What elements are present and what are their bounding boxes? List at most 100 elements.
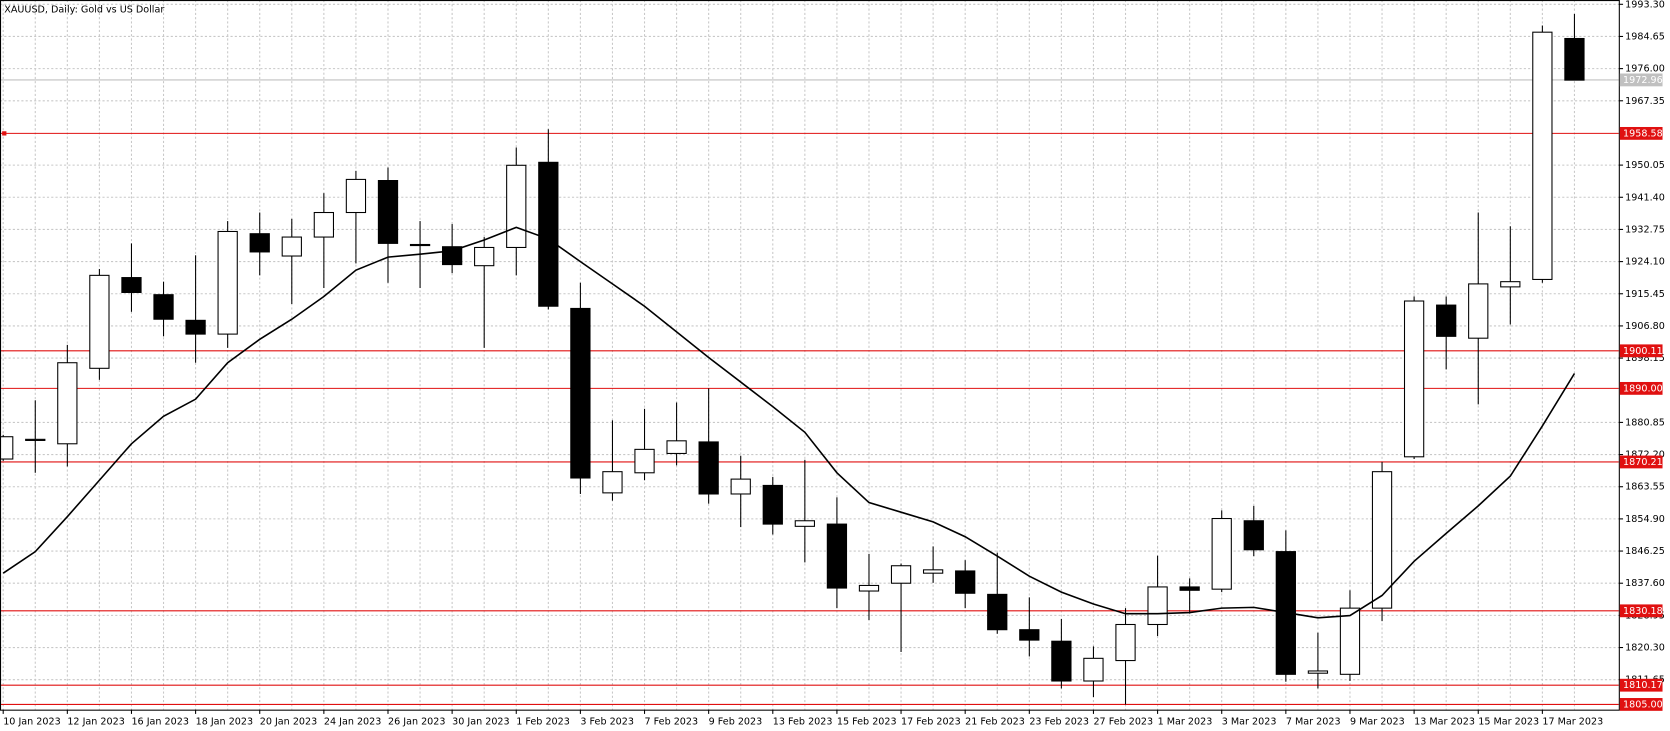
candle-body	[1243, 520, 1264, 551]
candle-body	[249, 233, 270, 253]
x-tick-label: 3 Mar 2023	[1222, 716, 1277, 727]
level-label-box	[1619, 678, 1663, 692]
marks	[0, 13, 1619, 705]
candle-body	[1307, 670, 1329, 674]
x-tick-label: 3 Feb 2023	[580, 716, 634, 727]
price-label-box	[1619, 73, 1663, 87]
candle-body	[730, 478, 751, 495]
x-tick-label: 17 Feb 2023	[901, 716, 961, 727]
candle-body	[570, 307, 591, 479]
x-tick-label: 20 Jan 2023	[260, 716, 318, 727]
x-tick-label: 9 Mar 2023	[1350, 716, 1405, 727]
y-tick-label: 1967.35	[1625, 96, 1665, 107]
y-tick-label: 1854.90	[1625, 514, 1665, 525]
level-label-box	[1619, 381, 1663, 395]
x-tick-label: 1 Mar 2023	[1158, 716, 1213, 727]
y-tick-label: 1846.25	[1625, 546, 1665, 557]
candle-body	[57, 362, 78, 445]
y-tick-label: 1993.30	[1625, 0, 1665, 10]
x-tick-label: 16 Jan 2023	[131, 716, 189, 727]
level-label: 1900.11	[1623, 346, 1663, 357]
plot-frame	[0, 0, 1620, 711]
candle-body	[922, 569, 944, 574]
y-tick-label: 1984.65	[1625, 31, 1665, 42]
candle-body	[794, 520, 815, 527]
candle-body	[1403, 300, 1425, 458]
candle-body	[441, 246, 463, 266]
x-tick-label: 7 Feb 2023	[645, 716, 699, 727]
y-tick-label: 1915.45	[1625, 289, 1665, 300]
candle-body	[377, 180, 399, 244]
candle-body	[890, 565, 912, 584]
candle-body	[409, 243, 431, 247]
y-tick-label: 1950.05	[1625, 160, 1665, 171]
level-label: 1870.21	[1623, 457, 1663, 468]
candle-body	[25, 438, 46, 441]
candle-body	[698, 441, 719, 495]
y-tick-label: 1924.10	[1625, 257, 1665, 268]
y-tick-label: 1820.30	[1625, 643, 1665, 654]
x-tick-label: 17 Mar 2023	[1542, 716, 1603, 727]
x-tick-label: 26 Jan 2023	[388, 716, 446, 727]
candle-body	[1019, 629, 1040, 641]
level-label: 1830.18	[1623, 606, 1663, 617]
candle-body	[1115, 623, 1136, 662]
candle-body	[217, 230, 238, 335]
x-tick-label: 12 Jan 2023	[67, 716, 125, 727]
candle-body	[1211, 517, 1232, 590]
price-label: 1972.96	[1623, 75, 1663, 86]
level-label-box	[1619, 455, 1663, 469]
moving-average	[2, 226, 1576, 619]
candle-body	[666, 440, 687, 454]
candle-body	[474, 246, 495, 267]
candle-body	[1179, 586, 1200, 591]
y-tick-label: 1872.20	[1625, 450, 1665, 461]
candle-body	[1500, 281, 1521, 288]
y-tick-label: 1941.40	[1625, 192, 1665, 203]
candle-body	[153, 294, 174, 320]
x-tick-label: 15 Mar 2023	[1478, 716, 1539, 727]
candle-body	[1532, 31, 1553, 280]
x-tick-label: 13 Mar 2023	[1414, 716, 1475, 727]
x-tick-label: 27 Feb 2023	[1093, 716, 1153, 727]
x-tick-label: 30 Jan 2023	[452, 716, 510, 727]
level-label: 1805.00	[1623, 699, 1663, 710]
y-tick-label: 1898.15	[1625, 353, 1665, 364]
x-tick-label: 21 Feb 2023	[965, 716, 1025, 727]
candle-body	[313, 211, 335, 238]
y-tick-label: 1837.60	[1625, 578, 1665, 589]
candle-body	[987, 593, 1008, 631]
level-label: 1958.58	[1623, 128, 1663, 139]
candle-body	[538, 161, 559, 307]
candle-body	[121, 277, 142, 293]
x-tick-label: 10 Jan 2023	[3, 716, 61, 727]
candle-body	[506, 164, 527, 248]
candle-body	[0, 436, 14, 460]
y-tick-label: 1932.75	[1625, 224, 1665, 235]
x-tick-label: 1 Feb 2023	[516, 716, 570, 727]
chart-title: XAUUSD, Daily: Gold vs US Dollar	[4, 5, 164, 16]
x-tick-label: 23 Feb 2023	[1029, 716, 1089, 727]
level-label-box	[1619, 604, 1663, 618]
candle-body	[602, 471, 623, 494]
level-anchor	[2, 131, 7, 136]
level-label: 1810.17	[1623, 680, 1663, 691]
candle-body	[1436, 304, 1457, 337]
candle-body	[634, 448, 655, 474]
candle-body	[826, 523, 848, 589]
candle-body	[1564, 37, 1585, 81]
y-tick-label: 1880.85	[1625, 417, 1665, 428]
x-tick-label: 24 Jan 2023	[324, 716, 382, 727]
level-label-box	[1619, 344, 1663, 358]
candle-body	[1051, 640, 1072, 682]
candle-body	[1371, 471, 1393, 609]
candle-body	[1083, 657, 1104, 682]
candle-body	[858, 584, 880, 592]
candle-body	[345, 178, 367, 214]
candle-body	[89, 274, 110, 369]
y-tick-label: 1976.00	[1625, 64, 1665, 75]
